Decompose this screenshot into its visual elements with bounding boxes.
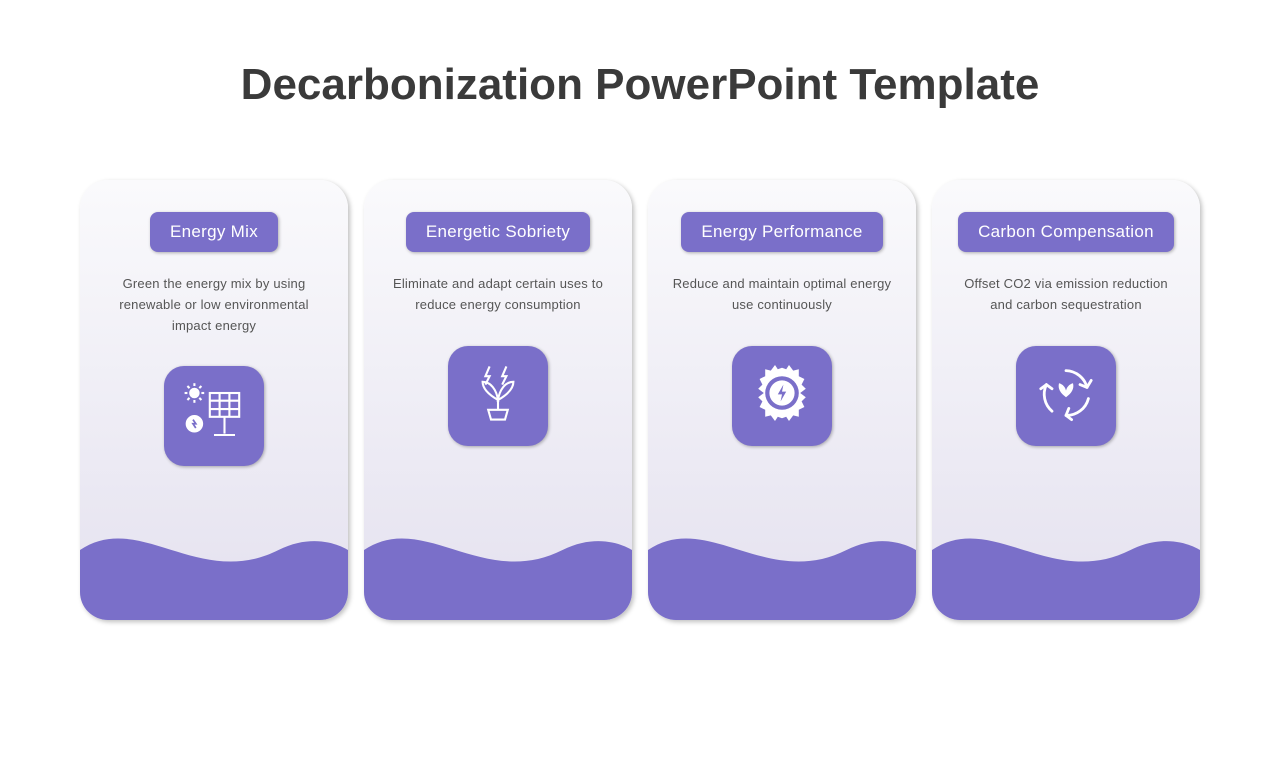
- card-energy-mix: Energy Mix Green the energy mix by using…: [80, 180, 348, 620]
- card-wave: [648, 500, 916, 620]
- gear-lightning-icon: [747, 358, 817, 433]
- solar-panel-icon: [179, 379, 249, 454]
- card-wave: [364, 500, 632, 620]
- badge: Energetic Sobriety: [406, 212, 590, 252]
- icon-box: [1016, 346, 1116, 446]
- card-wave: [80, 500, 348, 620]
- card-desc: Offset CO2 via emission reduction and ca…: [932, 252, 1200, 316]
- badge: Energy Mix: [150, 212, 278, 252]
- icon-box: [448, 346, 548, 446]
- card-desc: Reduce and maintain optimal energy use c…: [648, 252, 916, 316]
- plant-energy-icon: [463, 358, 533, 433]
- icon-box: [732, 346, 832, 446]
- card-desc: Green the energy mix by using renewable …: [80, 252, 348, 336]
- recycle-leaf-icon: [1031, 358, 1101, 433]
- badge: Carbon Compensation: [958, 212, 1174, 252]
- page-title: Decarbonization PowerPoint Template: [0, 60, 1280, 110]
- badge: Energy Performance: [681, 212, 882, 252]
- card-carbon-compensation: Carbon Compensation Offset CO2 via emiss…: [932, 180, 1200, 620]
- card-energy-performance: Energy Performance Reduce and maintain o…: [648, 180, 916, 620]
- card-wave: [932, 500, 1200, 620]
- card-desc: Eliminate and adapt certain uses to redu…: [364, 252, 632, 316]
- icon-box: [164, 366, 264, 466]
- cards-container: Energy Mix Green the energy mix by using…: [0, 180, 1280, 620]
- card-energetic-sobriety: Energetic Sobriety Eliminate and adapt c…: [364, 180, 632, 620]
